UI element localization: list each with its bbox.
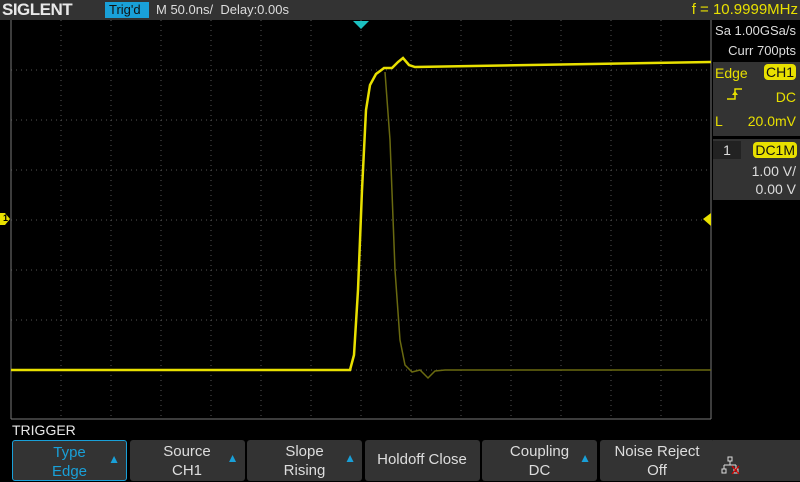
channel1-ground-marker [0, 213, 10, 225]
menu-button-source[interactable]: Source CH1 ▲ [129, 440, 245, 481]
channel-scale: 1.00 V/ [751, 163, 796, 179]
menu-title: TRIGGER [12, 422, 76, 438]
button-value: DC [528, 462, 551, 479]
arrow-up-icon: ▲ [226, 451, 239, 465]
channel-offset: 0.00 V [755, 181, 796, 197]
button-value: Edge [51, 463, 88, 480]
trigger-level: 20.0mV [747, 113, 796, 129]
brand-logo: SIGLENT [2, 0, 73, 19]
channel-coupling: DC1M [753, 142, 797, 158]
trigger-coupling: DC [775, 89, 796, 105]
timebase-scale: M 50.0ns/ [156, 2, 214, 17]
channel1-marker-label: 1 [3, 213, 9, 223]
button-label: Holdoff Close [377, 451, 467, 468]
waveform-display[interactable] [0, 20, 712, 420]
timebase[interactable]: M 50.0ns/ Delay:0.00s [156, 0, 289, 20]
menu-button-holdoff-close[interactable]: Holdoff Close [364, 440, 480, 481]
network-status [713, 440, 800, 481]
button-label: Coupling [509, 443, 570, 460]
menu-button-type[interactable]: Type Edge ▲ [12, 440, 127, 481]
trigger-level-marker [703, 213, 711, 226]
channel-number: 1 [713, 141, 741, 159]
button-label: Noise Reject [614, 443, 700, 460]
acquisition-panel: Sa 1.00GSa/s Curr 700pts [713, 21, 800, 62]
button-value: Rising [283, 462, 326, 479]
button-value: Off [647, 462, 667, 479]
rising-edge-icon [727, 87, 743, 104]
sample-rate: Sa 1.00GSa/s [715, 23, 796, 38]
button-label: Slope [285, 443, 324, 460]
button-value: CH1 [171, 462, 202, 479]
memory-depth: Curr 700pts [728, 43, 796, 58]
trigger-type: Edge [715, 65, 748, 81]
channel1-panel[interactable]: 1 DC1M 1.00 V/ 0.00 V [713, 139, 800, 200]
frequency-counter: f = 10.9999MHz [691, 1, 798, 18]
arrow-up-icon: ▲ [579, 451, 591, 465]
trigger-panel[interactable]: Edge CH1 DC L 20.0mV [713, 62, 800, 136]
network-disconnected-icon [721, 456, 740, 475]
trigger-position-marker [353, 21, 369, 29]
ch1-trace [11, 56, 712, 372]
button-label: Source [163, 443, 211, 460]
arrow-up-icon: ▲ [108, 452, 120, 466]
button-label: Type [53, 444, 86, 461]
arrow-up-icon: ▲ [344, 451, 356, 465]
delay: Delay:0.00s [220, 2, 289, 17]
menu-button-noise-reject[interactable]: Noise Reject Off [599, 440, 715, 481]
trigger-level-label: L [715, 113, 723, 129]
ch1-persistence-trace [384, 71, 711, 380]
trigger-source: CH1 [763, 64, 796, 80]
menu-button-coupling[interactable]: Coupling DC ▲ [482, 440, 597, 481]
status-bar: SIGLENT Trig'd M 50.0ns/ Delay:0.00s f =… [0, 0, 800, 20]
trigger-status: Trig'd [105, 2, 149, 18]
menu-button-slope[interactable]: Slope Rising ▲ [247, 440, 362, 481]
